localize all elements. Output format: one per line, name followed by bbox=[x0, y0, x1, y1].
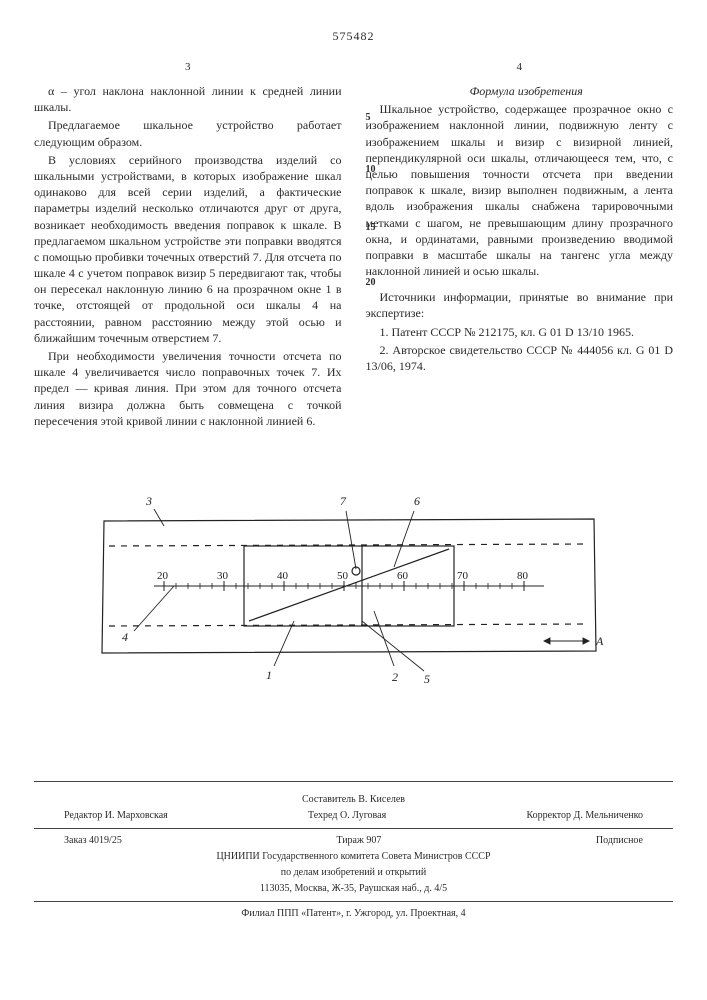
label-3: 3 bbox=[145, 494, 152, 508]
corrector: Корректор Д. Мельниченко bbox=[526, 808, 643, 824]
label-6: 6 bbox=[414, 494, 420, 508]
label-2: 2 bbox=[392, 670, 398, 684]
source-1: 1. Патент СССР № 212175, кл. G 01 D 13/1… bbox=[366, 324, 674, 340]
para-precision: При необходимости увеличения точности от… bbox=[34, 348, 342, 429]
source-2: 2. Авторское свидетельство СССР № 444056… bbox=[366, 342, 674, 374]
column-left: 3 α – угол наклона наклонной линии к сре… bbox=[34, 60, 342, 431]
tirage: Тираж 907 bbox=[336, 833, 381, 849]
org1: ЦНИИПИ Государственного комитета Совета … bbox=[34, 849, 673, 865]
tick-50: 50 bbox=[337, 570, 349, 582]
page-num-left: 3 bbox=[34, 60, 342, 75]
label-1: 1 bbox=[266, 668, 272, 682]
colophon: Составитель В. Киселев Редактор И. Мархо… bbox=[34, 781, 673, 922]
para-alpha: α – угол наклона наклонной линии к средн… bbox=[34, 83, 342, 115]
tick-20: 20 bbox=[157, 570, 169, 582]
compiler: Составитель В. Киселев bbox=[34, 792, 673, 808]
line-num-15: 15 bbox=[352, 221, 376, 235]
line-num-5: 5 bbox=[352, 111, 371, 125]
claim-body: Шкальное устройство, содержащее прозрачн… bbox=[366, 102, 674, 278]
label-A: A bbox=[595, 634, 604, 648]
label-7: 7 bbox=[340, 494, 347, 508]
tick-70: 70 bbox=[457, 570, 469, 582]
order: Заказ 4019/25 bbox=[64, 833, 122, 849]
para-works: Предлагаемое шкальное устройство работае… bbox=[34, 117, 342, 149]
para-serial: В условиях серийного производства издели… bbox=[34, 152, 342, 346]
addr1: 113035, Москва, Ж-35, Раушская наб., д. … bbox=[34, 881, 673, 897]
patent-number: 575482 bbox=[34, 28, 673, 44]
tick-60: 60 bbox=[397, 570, 409, 582]
patent-figure: 20 30 40 50 60 70 80 3 7 6 4 1 2 5 A bbox=[94, 491, 614, 701]
text-columns: 3 α – угол наклона наклонной линии к сре… bbox=[34, 60, 673, 431]
formula-title: Формула изобретения bbox=[366, 83, 674, 99]
tick-80: 80 bbox=[517, 570, 529, 582]
label-5: 5 bbox=[424, 672, 430, 686]
label-4: 4 bbox=[122, 630, 128, 644]
sources-title: Источники информации, принятые во вниман… bbox=[366, 289, 674, 321]
tick-40: 40 bbox=[277, 570, 289, 582]
editor: Редактор И. Марховская bbox=[64, 808, 168, 824]
line-num-10: 10 bbox=[352, 163, 376, 177]
org2: по делам изобретений и открытий bbox=[34, 865, 673, 881]
signed: Подписное bbox=[596, 833, 643, 849]
addr2: Филиал ППП «Патент», г. Ужгород, ул. Про… bbox=[34, 901, 673, 922]
scale-ticks bbox=[154, 581, 544, 591]
claim-text: 5 10 15 20 Шкальное устройство, содержащ… bbox=[366, 101, 674, 279]
line-num-20: 20 bbox=[352, 276, 376, 290]
tick-30: 30 bbox=[217, 570, 229, 582]
tehred: Техред О. Луговая bbox=[308, 808, 386, 824]
page-num-right: 4 bbox=[366, 60, 674, 75]
column-right: 4 Формула изобретения 5 10 15 20 Шкально… bbox=[366, 60, 674, 431]
